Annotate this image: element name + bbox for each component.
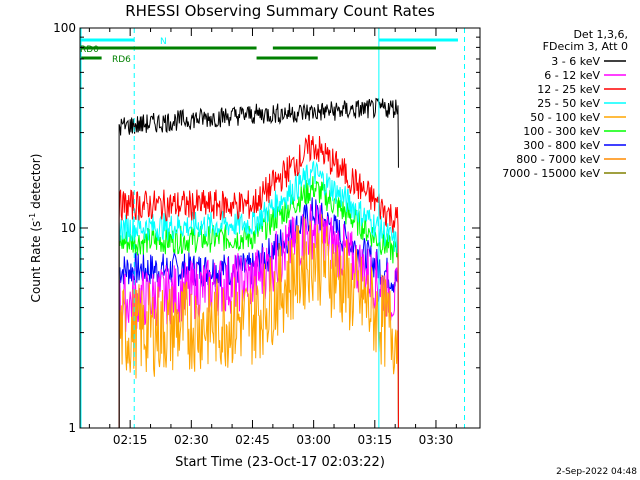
plot-area: N RD0 RD6 (80, 28, 466, 428)
legend-entry-label: 6 - 12 keV (544, 69, 600, 82)
y-tick-label: 1 (68, 421, 76, 435)
x-axis-label: Start Time (23-Oct-17 02:03:22) (175, 455, 385, 470)
legend-entry-label: 12 - 25 keV (537, 83, 600, 96)
legend-entry-label: 3 - 6 keV (551, 55, 600, 68)
legend-entry-label: 300 - 800 keV (523, 139, 600, 152)
y-tick-label: 100 (53, 21, 76, 35)
legend-entry-label: 7000 - 15000 keV (502, 167, 600, 180)
series-line-4 (118, 214, 399, 428)
chart-title: RHESSI Observing Summary Count Rates (125, 2, 435, 20)
y-tick-label: 10 (61, 221, 76, 235)
series-line-3 (118, 160, 399, 428)
legend-header: Det 1,3,6, (573, 28, 628, 41)
axes: 1 10 100 02:15 02:30 02:45 03:00 03:15 03:30 (53, 21, 481, 447)
legend-entry-label: 50 - 100 keV (530, 111, 600, 124)
x-tick-label: 03:30 (419, 433, 454, 447)
flag-label-rd0: RD0 (80, 45, 99, 55)
y-axis-label: Count Rate (s-1 detector) (28, 154, 43, 303)
x-tick-label: 03:15 (358, 433, 393, 447)
legend-entry-label: 100 - 300 keV (523, 125, 600, 138)
x-tick-label: 03:00 (296, 433, 331, 447)
legend-header: FDecim 3, Att 0 (543, 40, 628, 53)
flag-label-n: N (160, 37, 167, 47)
x-tick-label: 02:45 (235, 433, 270, 447)
series-line-0 (118, 97, 399, 428)
x-tick-label: 02:30 (174, 433, 209, 447)
flag-label-rd6: RD6 (112, 55, 131, 65)
x-tick-label: 02:15 (113, 433, 148, 447)
series-line-2 (118, 134, 399, 428)
legend-entry-label: 25 - 50 keV (537, 97, 600, 110)
legend-entry-label: 800 - 7000 keV (516, 153, 600, 166)
timestamp: 2-Sep-2022 04:48 (556, 467, 637, 477)
series-line-1 (118, 204, 399, 428)
